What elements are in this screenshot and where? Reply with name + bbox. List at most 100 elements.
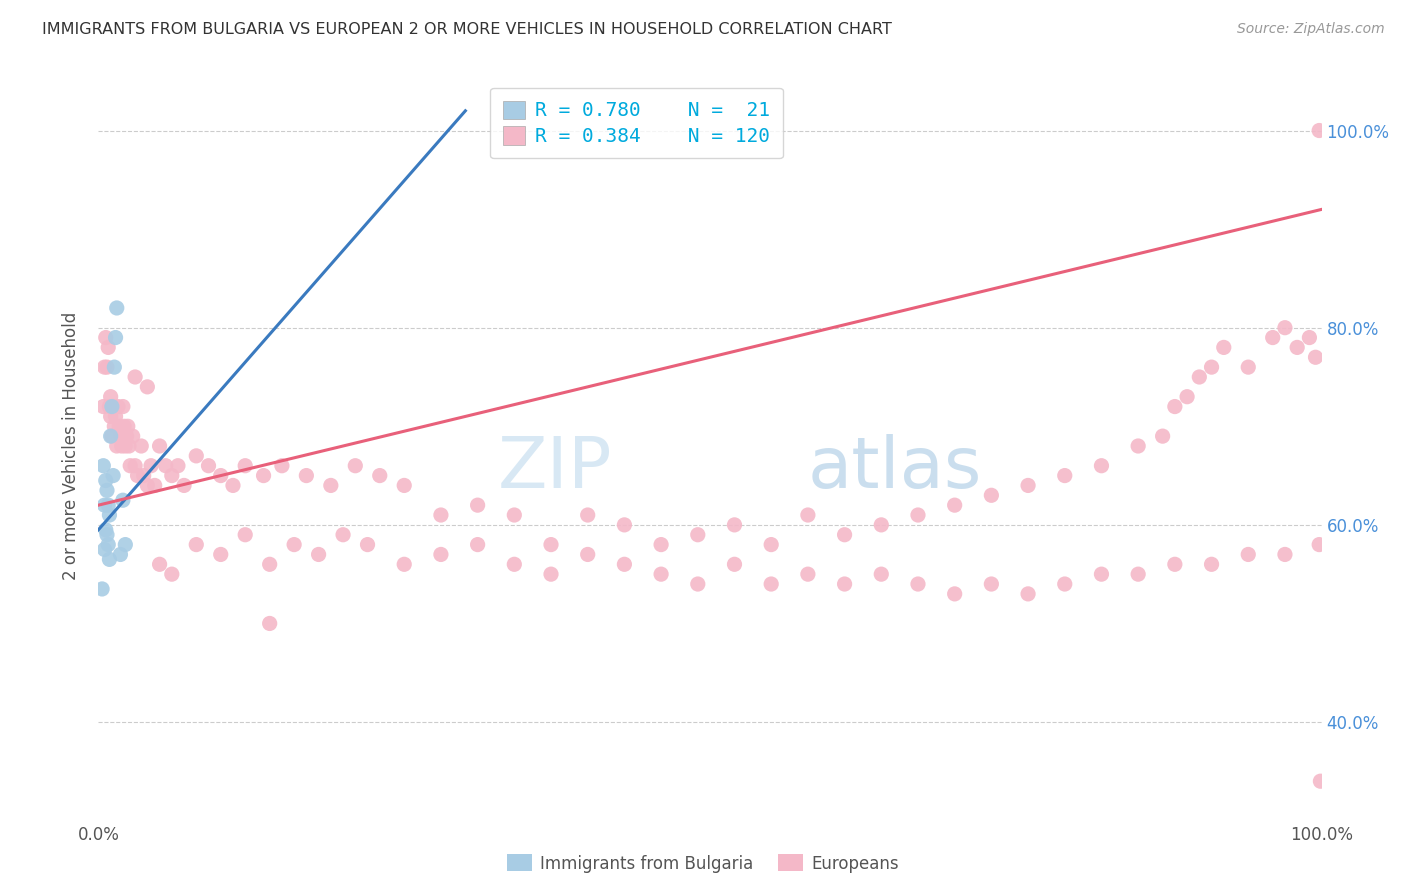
Point — [907, 577, 929, 591]
Text: atlas: atlas — [808, 434, 983, 503]
Point — [576, 508, 599, 522]
Point — [503, 508, 526, 522]
Point — [97, 340, 120, 354]
Point — [1286, 340, 1309, 354]
Point — [270, 458, 294, 473]
Point — [1261, 330, 1284, 344]
Point — [834, 577, 856, 591]
Point — [139, 458, 162, 473]
Point — [101, 468, 124, 483]
Point — [111, 439, 134, 453]
Point — [430, 508, 453, 522]
Point — [467, 498, 489, 512]
Point — [115, 429, 138, 443]
Point — [259, 558, 281, 572]
Point — [105, 301, 128, 315]
Point — [1308, 123, 1330, 137]
Point — [980, 577, 1002, 591]
Point — [613, 517, 636, 532]
Point — [686, 577, 709, 591]
Point — [173, 478, 195, 492]
Point — [97, 498, 120, 512]
Point — [650, 538, 672, 552]
Point — [252, 468, 274, 483]
Point — [259, 616, 281, 631]
Point — [356, 538, 378, 552]
Point — [114, 439, 136, 453]
Point — [124, 458, 146, 473]
Point — [121, 429, 143, 443]
Point — [1053, 468, 1076, 483]
Point — [503, 558, 526, 572]
Point — [1305, 351, 1327, 365]
Point — [686, 527, 709, 541]
Point — [761, 577, 783, 591]
Point — [160, 468, 183, 483]
Point — [104, 409, 127, 424]
Legend: Immigrants from Bulgaria, Europeans: Immigrants from Bulgaria, Europeans — [501, 847, 905, 880]
Point — [368, 468, 391, 483]
Point — [1164, 558, 1187, 572]
Text: IMMIGRANTS FROM BULGARIA VS EUROPEAN 2 OR MORE VEHICLES IN HOUSEHOLD CORRELATION: IMMIGRANTS FROM BULGARIA VS EUROPEAN 2 O… — [42, 22, 891, 37]
Point — [540, 538, 562, 552]
Point — [1298, 330, 1320, 344]
Point — [834, 527, 856, 541]
Point — [1201, 558, 1223, 572]
Point — [160, 567, 183, 582]
Point — [98, 508, 121, 522]
Point — [1188, 370, 1211, 384]
Point — [467, 538, 489, 552]
Point — [1152, 429, 1174, 443]
Point — [870, 517, 893, 532]
Point — [233, 458, 256, 473]
Point — [96, 483, 118, 498]
Point — [93, 498, 115, 512]
Point — [110, 548, 132, 562]
Point — [101, 429, 124, 443]
Point — [344, 458, 367, 473]
Point — [103, 360, 125, 375]
Point — [117, 419, 139, 434]
Point — [209, 548, 232, 562]
Point — [1017, 587, 1039, 601]
Point — [1212, 340, 1234, 354]
Point — [233, 527, 256, 541]
Point — [576, 548, 599, 562]
Point — [1017, 478, 1039, 492]
Point — [1053, 577, 1076, 591]
Point — [186, 538, 208, 552]
Point — [1175, 390, 1198, 404]
Point — [650, 567, 672, 582]
Point — [136, 380, 159, 394]
Point — [94, 330, 117, 344]
Point — [143, 478, 166, 492]
Point — [943, 587, 966, 601]
Point — [1128, 567, 1150, 582]
Point — [91, 458, 114, 473]
Point — [186, 449, 208, 463]
Point — [1237, 360, 1260, 375]
Point — [91, 400, 114, 414]
Point — [111, 493, 134, 508]
Point — [110, 429, 132, 443]
Point — [1274, 548, 1296, 562]
Point — [97, 538, 120, 552]
Point — [222, 478, 245, 492]
Point — [108, 419, 131, 434]
Point — [149, 439, 172, 453]
Point — [118, 439, 141, 453]
Point — [392, 478, 416, 492]
Point — [761, 538, 783, 552]
Point — [98, 552, 121, 566]
Point — [1237, 548, 1260, 562]
Point — [105, 439, 128, 453]
Point — [1201, 360, 1223, 375]
Point — [149, 558, 172, 572]
Point — [1128, 439, 1150, 453]
Point — [392, 558, 416, 572]
Point — [94, 474, 117, 488]
Point — [1308, 538, 1330, 552]
Point — [1164, 400, 1187, 414]
Point — [197, 458, 219, 473]
Point — [93, 360, 115, 375]
